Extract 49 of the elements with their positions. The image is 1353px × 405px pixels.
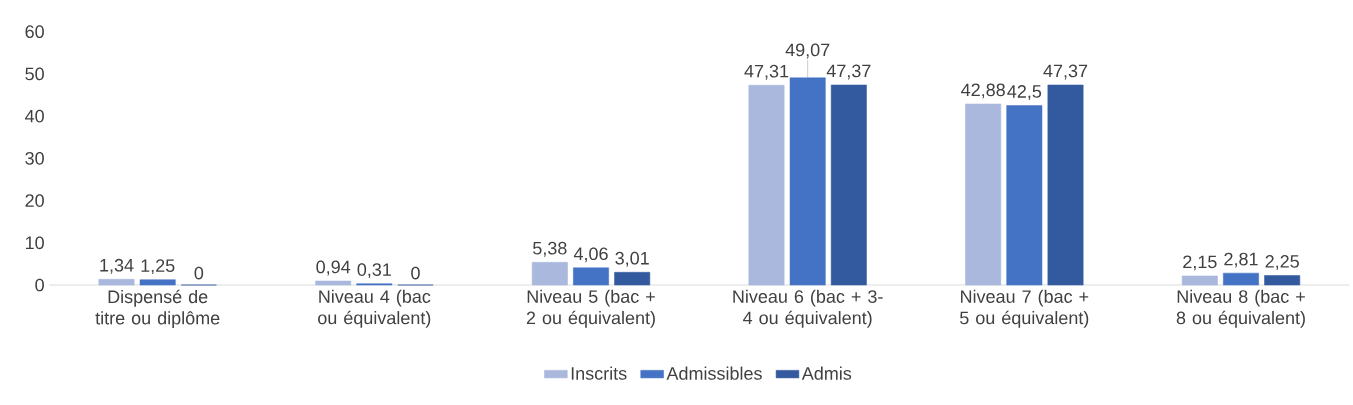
bar xyxy=(965,103,1002,286)
data-label: 3,01 xyxy=(615,251,649,267)
data-label: 0,94 xyxy=(316,260,351,276)
data-label: 2,15 xyxy=(1183,255,1217,271)
legend-label: Inscrits xyxy=(571,366,627,380)
legend-label: Admissibles xyxy=(666,366,762,380)
y-tick-label: 40 xyxy=(25,109,44,123)
x-tick-label: Niveau 7 (bac + 5 ou équivalent) xyxy=(960,289,1089,328)
data-label: 0,31 xyxy=(357,263,391,279)
bar xyxy=(1223,272,1259,286)
x-tick-label: Dispensé de titre ou diplôme xyxy=(95,289,220,329)
bar xyxy=(614,272,651,286)
data-label: 5,38 xyxy=(533,241,567,257)
bar xyxy=(1047,84,1084,286)
legend-label: Admis xyxy=(801,366,852,380)
x-tick-label: Niveau 6 (bac + 3-4 ou équivalent) xyxy=(733,289,883,328)
bar xyxy=(98,279,135,286)
bar xyxy=(315,280,352,286)
x-tick-label: Niveau 4 (bac ou équivalent) xyxy=(318,289,431,328)
data-label: 49,07 xyxy=(785,43,830,59)
data-label: 2,25 xyxy=(1265,255,1299,270)
bar xyxy=(830,84,867,286)
data-label: 42,5 xyxy=(1007,85,1042,100)
bar xyxy=(1264,275,1301,286)
bar xyxy=(789,77,826,286)
data-label: 1,25 xyxy=(141,259,175,275)
data-label: 0 xyxy=(194,266,204,280)
bar xyxy=(1006,105,1043,286)
y-tick-label: 10 xyxy=(25,236,44,250)
bar xyxy=(573,267,609,286)
y-tick-label: 20 xyxy=(25,194,44,207)
data-label: 1,34 xyxy=(100,258,134,274)
bar xyxy=(531,262,568,286)
x-tick-label: Niveau 5 (bac + 2 ou équivalent) xyxy=(526,289,655,328)
data-label: 47,37 xyxy=(1043,64,1088,80)
data-label: 4,06 xyxy=(573,247,608,263)
y-tick-label: 50 xyxy=(25,67,44,81)
data-label: 47,37 xyxy=(826,64,871,80)
y-tick-label: 30 xyxy=(25,151,44,165)
y-tick-label: 0 xyxy=(35,278,44,292)
data-label: 47,31 xyxy=(744,64,789,80)
data-label: 0 xyxy=(411,266,420,280)
data-label: 2,81 xyxy=(1224,252,1258,268)
bar xyxy=(1181,275,1218,286)
x-tick-label: Niveau 8 (bac + 8 ou équivalent) xyxy=(1176,289,1305,328)
y-tick-label: 60 xyxy=(25,25,44,39)
bar xyxy=(748,84,785,286)
data-label: 42,88 xyxy=(961,83,1005,99)
bar xyxy=(139,279,176,286)
